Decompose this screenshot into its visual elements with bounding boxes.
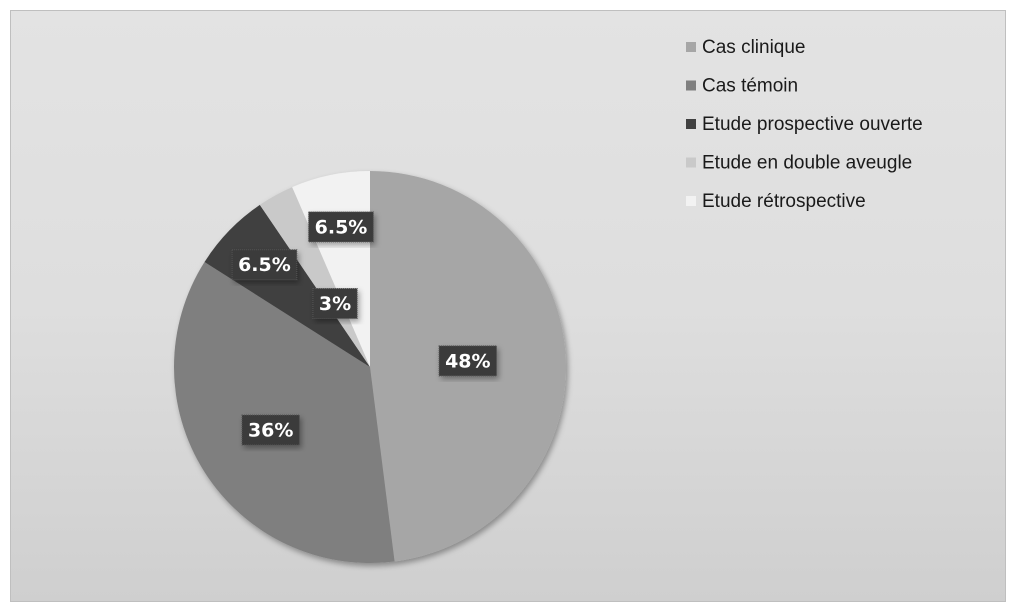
legend-label: Cas témoin [702,76,798,97]
pie-slice [174,261,395,563]
data-label-box [241,414,300,446]
pie-slice [204,204,370,367]
legend-label: Etude rétrospective [702,191,866,212]
legend-swatch [686,80,696,91]
data-label-group: 36% [241,414,300,446]
data-label: 6.5% [315,216,368,238]
legend-swatch [686,42,696,52]
legend: Cas clinique Cas témoin Etude prospective … [686,37,923,212]
legend-label: Etude prospective ouverte [702,114,923,135]
data-label: 6.5% [238,254,291,276]
legend-swatch [686,196,696,206]
data-label-box [312,287,358,319]
data-label: 36% [248,420,293,442]
pie-slice [259,187,370,367]
data-label: 48% [445,350,490,372]
legend-label: Etude en double aveugle [702,153,912,174]
legend-swatch [686,157,696,168]
data-label-box [308,211,374,243]
data-label-group: 6.5% [231,249,298,281]
legend-swatch [686,119,696,129]
data-label: 3% [319,293,351,315]
legend-label: Cas clinique [702,37,806,58]
data-label-box [231,249,298,281]
data-label-group: 48% [438,345,498,377]
data-label-group: 3% [312,287,358,319]
data-label-group: 6.5% [308,211,374,243]
data-label-box [438,345,498,377]
data-labels: 48% 36% 6.5% 3% 6.5% [231,211,498,446]
